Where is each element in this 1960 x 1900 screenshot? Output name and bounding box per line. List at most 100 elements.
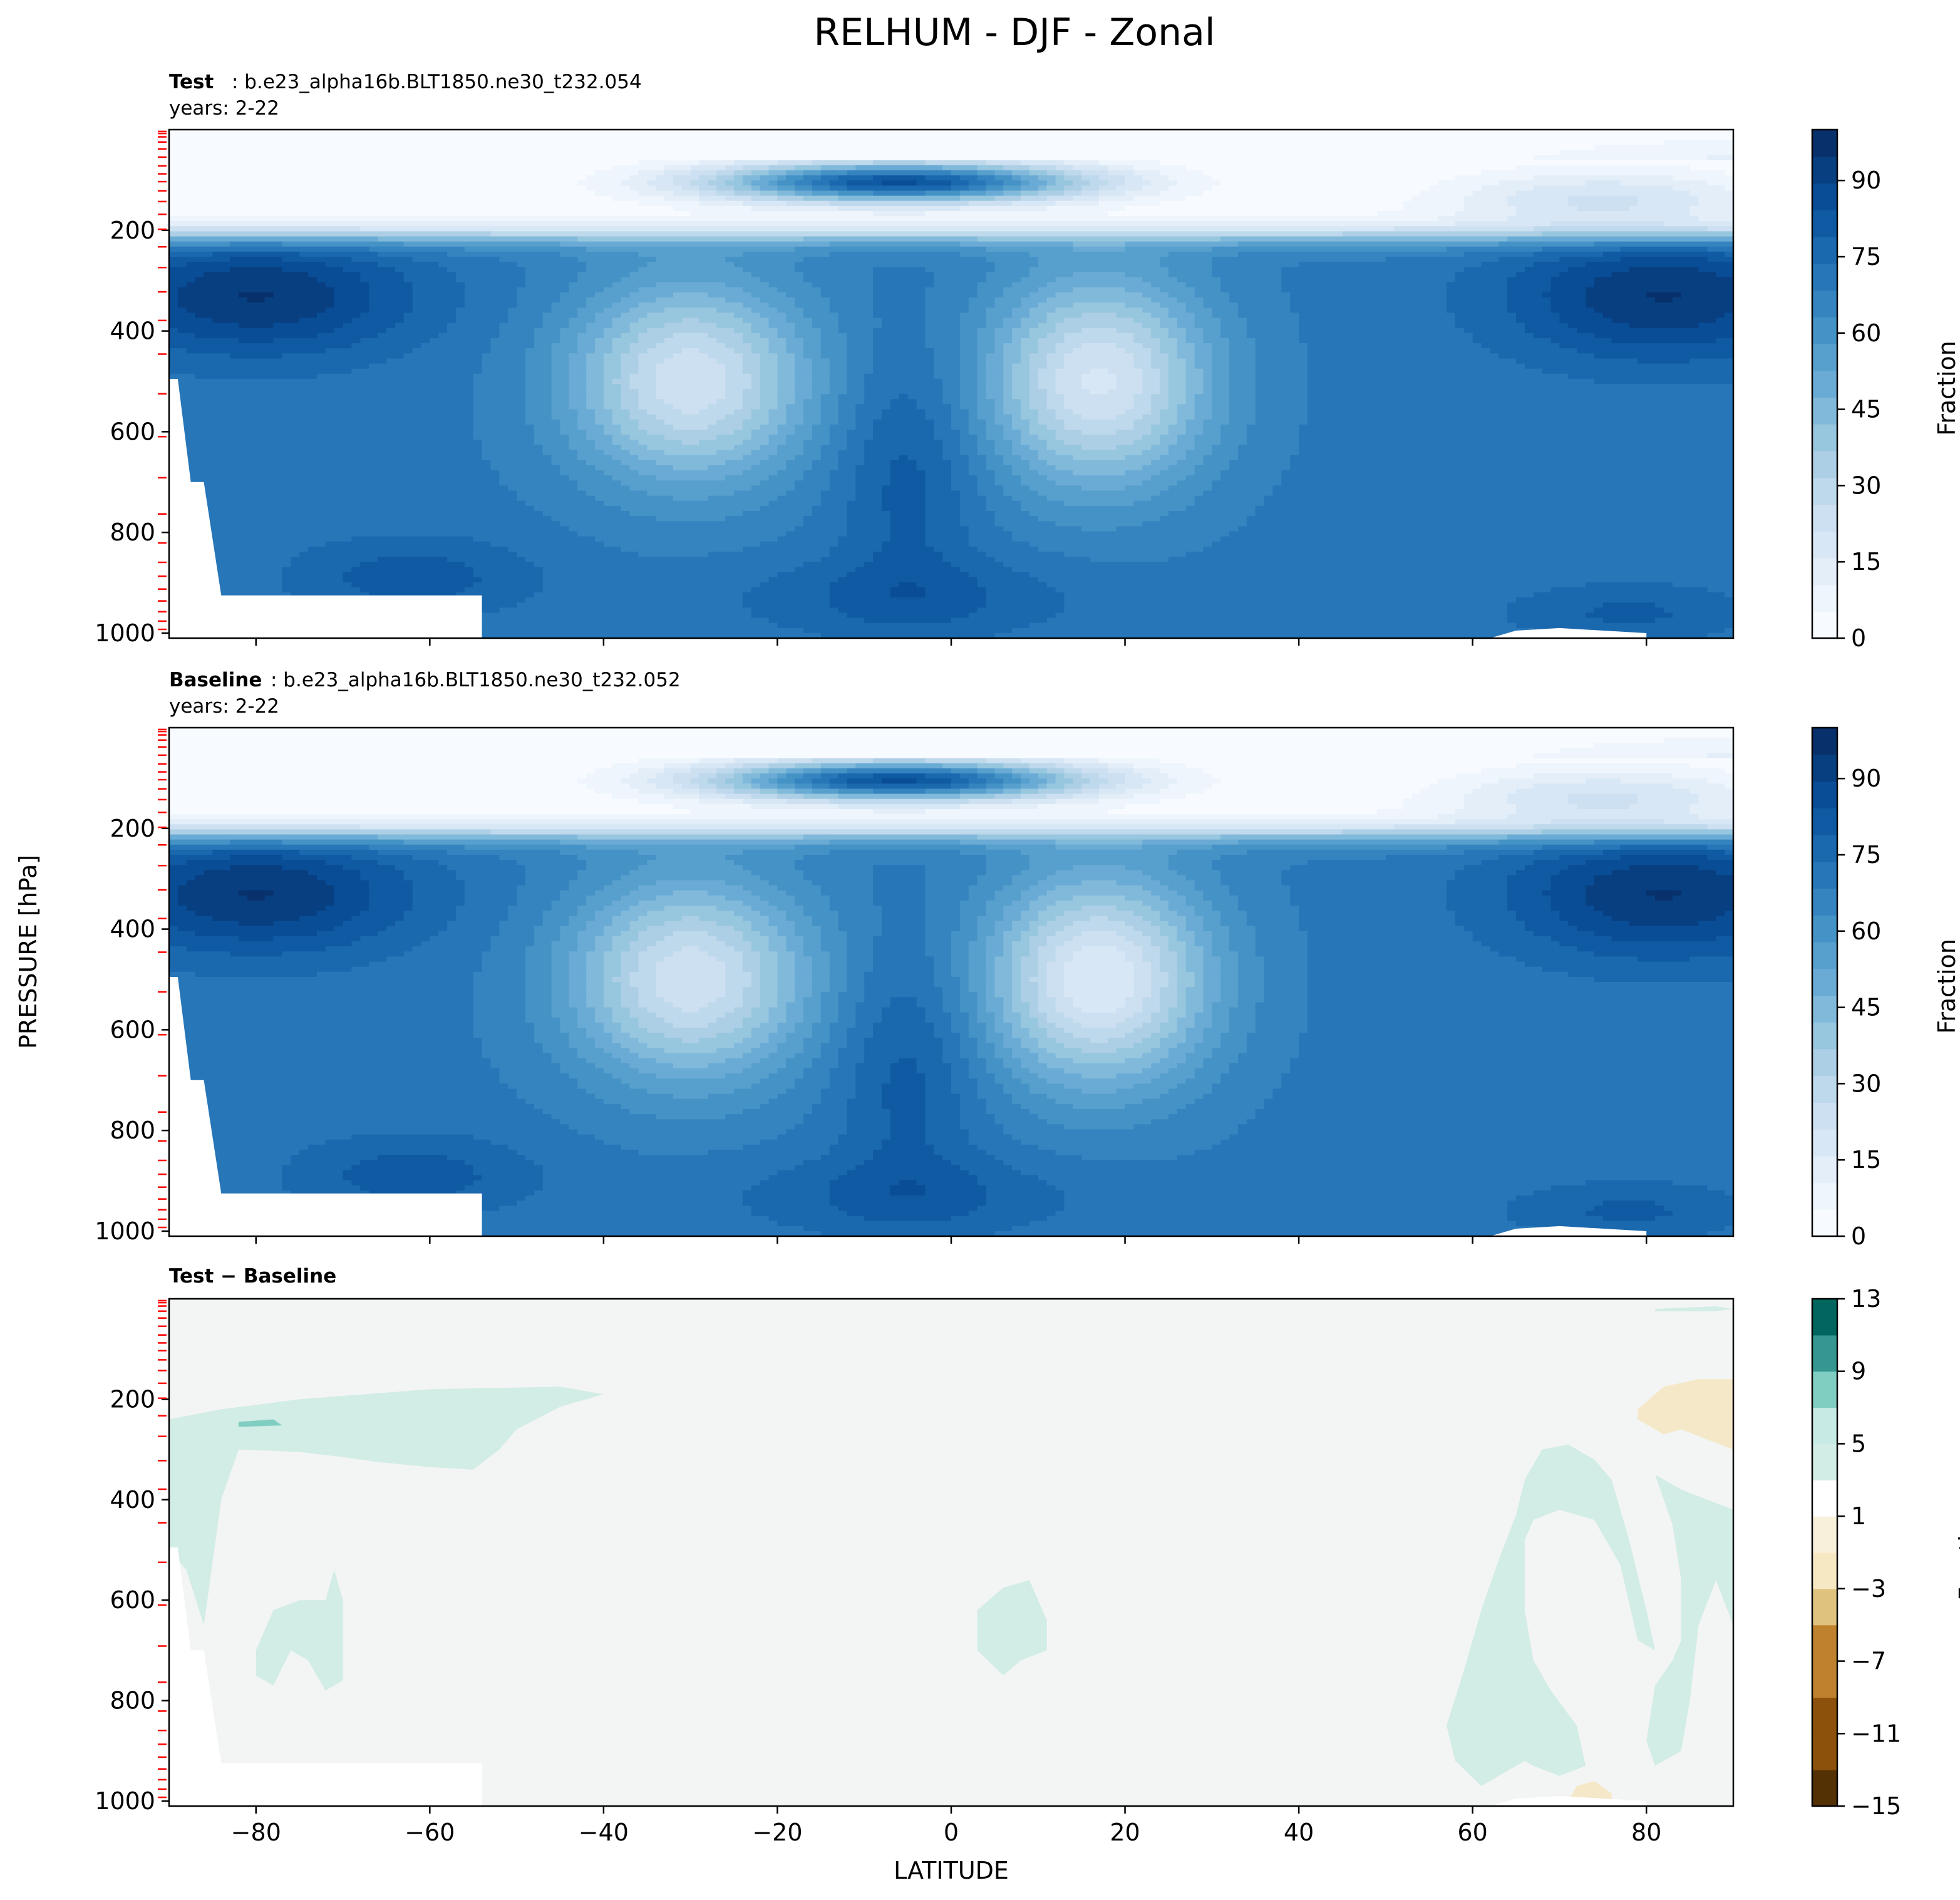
- colorbar-swatch: [1812, 317, 1837, 344]
- diff-negative-nh-upper: [1638, 1379, 1733, 1450]
- test-filled-contours: [169, 130, 1733, 638]
- colorbar-tick-label: 13: [1851, 1285, 1881, 1313]
- colorbar-swatch: [1812, 728, 1837, 755]
- colorbar-tick-label: −11: [1851, 1720, 1901, 1747]
- greenland-mask: [1490, 1226, 1647, 1236]
- colorbar-swatch: [1812, 504, 1837, 532]
- colorbar-swatch: [1812, 611, 1837, 639]
- colorbar-swatch: [1812, 1661, 1837, 1698]
- colorbar-swatch: [1812, 236, 1837, 264]
- colorbar-tick-label: 30: [1851, 472, 1881, 499]
- colorbar-tick-label: −15: [1851, 1792, 1901, 1820]
- test-years: years: 2-22: [169, 97, 279, 120]
- colorbar-swatch: [1812, 1407, 1837, 1445]
- colorbar-tick-label: 90: [1851, 167, 1881, 194]
- diff-negative-nh-surface: [1568, 1780, 1612, 1801]
- colorbar-swatch: [1812, 343, 1837, 371]
- x-tick-label: 60: [1457, 1819, 1487, 1846]
- topography-mask: [169, 977, 482, 1236]
- diff-positive-sh-upper: [169, 1386, 604, 1626]
- x-tick-label: 40: [1284, 1819, 1314, 1846]
- colorbar-tick-label: 45: [1851, 396, 1881, 423]
- colorbar-swatch: [1812, 834, 1837, 862]
- colorbar-swatch: [1812, 424, 1837, 452]
- colorbar-swatch: [1812, 156, 1837, 184]
- colorbar-swatch: [1812, 1182, 1837, 1210]
- diff-positive-top: [1655, 1306, 1733, 1311]
- x-tick-label: −80: [231, 1819, 281, 1846]
- colorbar-swatch: [1812, 263, 1837, 291]
- colorbar-swatch: [1812, 1299, 1837, 1336]
- test-y-axis: 200 400 600 800 1000: [95, 130, 169, 647]
- test-title-case: : b.e23_alpha16b.BLT1850.ne30_t232.054: [232, 71, 642, 93]
- test-colorbar: 0 15 30 45 60 75 90: [1811, 128, 1881, 652]
- y-tick-label: 1000: [95, 1217, 155, 1245]
- colorbar-swatch: [1812, 397, 1837, 425]
- colorbar-swatch: [1812, 808, 1837, 835]
- y-tick-label: 800: [110, 1687, 155, 1715]
- colorbar-swatch: [1812, 1129, 1837, 1157]
- baseline-colorbar-label: Fraction: [1933, 939, 1960, 1034]
- colorbar-tick-label: 0: [1851, 624, 1866, 652]
- colorbar-swatch: [1812, 1624, 1837, 1662]
- baseline-title-case: : b.e23_alpha16b.BLT1850.ne30_t232.052: [271, 669, 681, 691]
- y-tick-label: 400: [110, 916, 155, 943]
- x-tick-label: 80: [1631, 1819, 1661, 1846]
- y-tick-label: 200: [110, 1385, 155, 1413]
- colorbar-tick-label: 45: [1851, 994, 1881, 1021]
- colorbar-swatch: [1812, 1155, 1837, 1184]
- colorbar-swatch: [1812, 450, 1837, 478]
- colorbar-swatch: [1812, 1209, 1837, 1237]
- colorbar-tick-label: 5: [1851, 1430, 1866, 1457]
- colorbar-swatch: [1812, 130, 1837, 157]
- baseline-x-axis: [255, 1236, 1648, 1244]
- colorbar-swatch: [1812, 1516, 1837, 1553]
- x-tick-label: −20: [752, 1819, 802, 1846]
- colorbar-swatch: [1812, 1552, 1837, 1589]
- colorbar-swatch: [1812, 290, 1837, 318]
- colorbar-tick-label: 15: [1851, 1146, 1881, 1174]
- colorbar-swatch: [1812, 1480, 1837, 1517]
- colorbar-swatch: [1812, 781, 1837, 808]
- diff-positive-nh-pole: [1646, 1474, 1733, 1766]
- diff-positive-sh-lower: [255, 1570, 343, 1691]
- y-tick-label: 600: [110, 1586, 155, 1614]
- colorbar-tick-label: −3: [1851, 1575, 1886, 1603]
- x-tick-label: 0: [944, 1819, 959, 1846]
- colorbar-swatch: [1812, 584, 1837, 612]
- colorbar-tick-label: −7: [1851, 1648, 1886, 1675]
- figure-title: RELHUM - DJF - Zonal: [813, 11, 1215, 54]
- colorbar-swatch: [1812, 941, 1837, 969]
- colorbar-tick-label: 15: [1851, 548, 1881, 576]
- colorbar-swatch: [1812, 1697, 1837, 1734]
- diff-filled-contours: [169, 1299, 1733, 1806]
- y-tick-label: 200: [110, 815, 155, 842]
- y-tick-label: 800: [110, 519, 155, 546]
- diff-colorbar-label: Fraction: [1954, 1505, 1960, 1601]
- x-axis-label: LATITUDE: [894, 1857, 1009, 1884]
- colorbar-frame: [1811, 128, 1839, 639]
- colorbar-tick-label: 0: [1851, 1222, 1866, 1250]
- colorbar-swatch: [1812, 477, 1837, 505]
- baseline-title-bold: Baseline: [169, 669, 262, 691]
- diff-y-axis: 200 400 600 800 1000: [95, 1299, 169, 1815]
- test-x-axis: [255, 638, 1648, 646]
- greenland-mask: [1490, 627, 1647, 638]
- colorbar-tick-label: 30: [1851, 1070, 1881, 1097]
- y-tick-label: 600: [110, 418, 155, 445]
- colorbar-swatch: [1812, 754, 1837, 782]
- test-title-bold: Test: [169, 71, 214, 93]
- diff-x-axis: −80 −60 −40 −20 0 20 40 60 80: [231, 1806, 1661, 1846]
- diff-colorbar: −15 −11 −7 −3 1 5 9 13: [1811, 1285, 1901, 1820]
- colorbar-swatch: [1812, 531, 1837, 559]
- y-tick-label: 400: [110, 318, 155, 345]
- colorbar-tick-label: 75: [1851, 243, 1881, 271]
- y-tick-label: 800: [110, 1117, 155, 1144]
- x-tick-label: −60: [405, 1819, 455, 1846]
- greenland-mask: [1490, 1795, 1647, 1806]
- colorbar-swatch: [1812, 888, 1837, 916]
- test-colorbar-label: Fraction: [1933, 341, 1960, 436]
- colorbar-swatch: [1812, 861, 1837, 889]
- diff-title: Test − Baseline: [169, 1265, 336, 1288]
